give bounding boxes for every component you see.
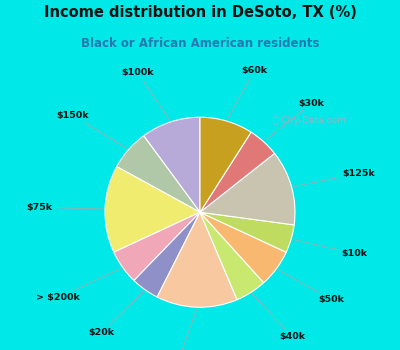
- Text: $40k: $40k: [252, 294, 305, 341]
- Wedge shape: [114, 212, 200, 281]
- Text: > $200k: > $200k: [36, 268, 121, 302]
- Text: $125k: $125k: [294, 169, 375, 187]
- Wedge shape: [200, 212, 294, 252]
- Text: $200k: $200k: [162, 309, 197, 350]
- Wedge shape: [117, 136, 200, 212]
- Wedge shape: [200, 212, 264, 300]
- Text: $150k: $150k: [56, 111, 127, 148]
- Text: $30k: $30k: [265, 99, 325, 140]
- Wedge shape: [144, 117, 200, 212]
- Text: Income distribution in DeSoto, TX (%): Income distribution in DeSoto, TX (%): [44, 5, 356, 20]
- Wedge shape: [200, 153, 295, 225]
- Wedge shape: [157, 212, 237, 307]
- Text: $50k: $50k: [278, 270, 344, 304]
- Wedge shape: [200, 212, 286, 283]
- Text: $60k: $60k: [227, 66, 267, 119]
- Text: $75k: $75k: [27, 203, 103, 212]
- Text: ⓘ City-Data.com: ⓘ City-Data.com: [273, 116, 346, 125]
- Wedge shape: [200, 132, 274, 212]
- Wedge shape: [200, 117, 251, 212]
- Wedge shape: [105, 167, 200, 252]
- Text: $10k: $10k: [293, 239, 368, 258]
- Text: $100k: $100k: [122, 68, 170, 120]
- Text: $20k: $20k: [88, 291, 144, 337]
- Wedge shape: [134, 212, 200, 297]
- Text: Black or African American residents: Black or African American residents: [81, 37, 319, 50]
